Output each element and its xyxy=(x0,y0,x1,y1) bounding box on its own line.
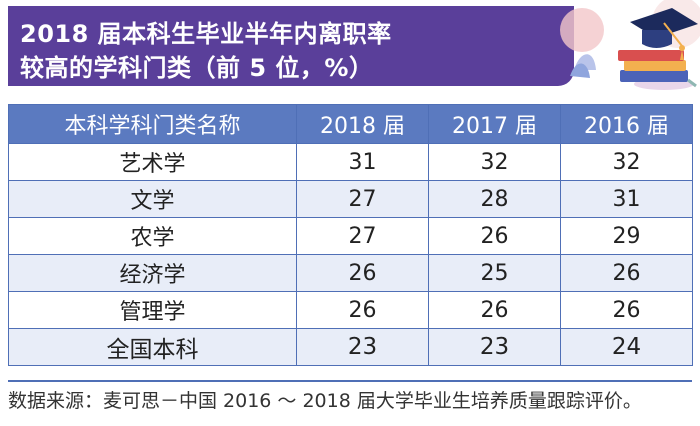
title-line-1: 2018 届本科生毕业半年内离职率 xyxy=(20,20,392,48)
table-row: 文学 27 28 31 xyxy=(8,180,693,218)
header-2018: 2018 届 xyxy=(296,104,429,144)
cell-2016: 31 xyxy=(560,180,693,218)
table-row: 艺术学 31 32 32 xyxy=(8,143,693,181)
graduation-cap-books-icon xyxy=(560,0,700,92)
source-note: 数据来源：麦可思－中国 2016 ～ 2018 届大学毕业生培养质量跟踪评价。 xyxy=(8,390,642,412)
cell-name: 管理学 xyxy=(8,291,297,329)
cell-2016: 29 xyxy=(560,217,693,255)
cell-2018: 31 xyxy=(296,143,429,181)
cell-2018: 26 xyxy=(296,254,429,292)
cell-2017: 25 xyxy=(428,254,561,292)
cell-2017: 26 xyxy=(428,291,561,329)
data-table: 本科学科门类名称 2018 届 2017 届 2016 届 艺术学 31 32 … xyxy=(8,104,693,366)
header-2017: 2017 届 xyxy=(428,104,561,144)
cell-name: 农学 xyxy=(8,217,297,255)
header: 2018 届本科生毕业半年内离职率 较高的学科门类（前 5 位，%） xyxy=(0,0,700,90)
table-row: 管理学 26 26 26 xyxy=(8,291,693,329)
cell-2017: 32 xyxy=(428,143,561,181)
divider xyxy=(8,380,692,382)
table-row: 经济学 26 25 26 xyxy=(8,254,693,292)
cell-2018: 23 xyxy=(296,328,429,366)
table-header-row: 本科学科门类名称 2018 届 2017 届 2016 届 xyxy=(8,104,693,144)
cell-name: 全国本科 xyxy=(8,328,297,366)
cell-2016: 26 xyxy=(560,254,693,292)
cell-2016: 32 xyxy=(560,143,693,181)
header-2016: 2016 届 xyxy=(560,104,693,144)
cell-2017: 23 xyxy=(428,328,561,366)
title-line-2: 较高的学科门类（前 5 位，%） xyxy=(20,54,374,82)
cell-2018: 27 xyxy=(296,217,429,255)
cell-2017: 26 xyxy=(428,217,561,255)
table-row-total: 全国本科 23 23 24 xyxy=(8,328,693,366)
title-banner: 2018 届本科生毕业半年内离职率 较高的学科门类（前 5 位，%） xyxy=(8,6,574,86)
cell-2018: 27 xyxy=(296,180,429,218)
cell-2016: 24 xyxy=(560,328,693,366)
header-category: 本科学科门类名称 xyxy=(8,104,297,144)
cell-name: 艺术学 xyxy=(8,143,297,181)
cell-2018: 26 xyxy=(296,291,429,329)
cell-2017: 28 xyxy=(428,180,561,218)
cell-2016: 26 xyxy=(560,291,693,329)
cell-name: 经济学 xyxy=(8,254,297,292)
cell-name: 文学 xyxy=(8,180,297,218)
table-row: 农学 27 26 29 xyxy=(8,217,693,255)
